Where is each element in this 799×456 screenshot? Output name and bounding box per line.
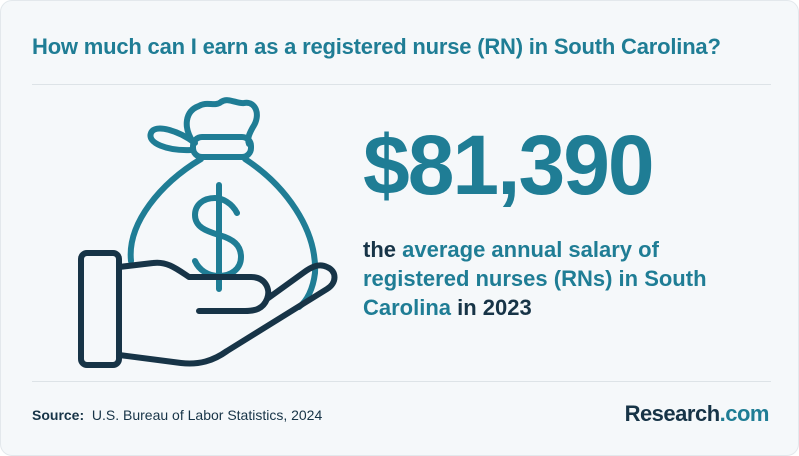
salary-description: the average annual salary of registered … [363,235,763,322]
source-text: U.S. Bureau of Labor Statistics, 2024 [91,407,323,423]
hand-icon [116,259,338,367]
source-citation: Source: U.S. Bureau of Labor Statistics,… [32,407,322,423]
brand-tld: .com [719,401,770,426]
brand-logo: Research.com [624,401,770,427]
salary-amount: $81,390 [363,118,655,212]
drawstring-icon [147,125,198,154]
top-divider [32,84,771,85]
bag-top-icon [183,97,260,147]
brand-name: Research [624,401,721,426]
desc-prefix: the [363,237,403,262]
page-title: How much can I earn as a registered nurs… [32,34,721,59]
bag-tie-icon [190,134,254,160]
dollar-sign-icon [192,182,244,292]
money-bag-in-hand-icon [78,97,338,368]
bottom-divider [32,381,771,382]
desc-accent: average annual salary of registered nurs… [363,237,707,320]
bag-body-icon [127,156,319,310]
desc-suffix: in 2023 [451,295,532,320]
source-label: Source: [32,407,85,423]
hand-cuff-icon [78,250,122,368]
